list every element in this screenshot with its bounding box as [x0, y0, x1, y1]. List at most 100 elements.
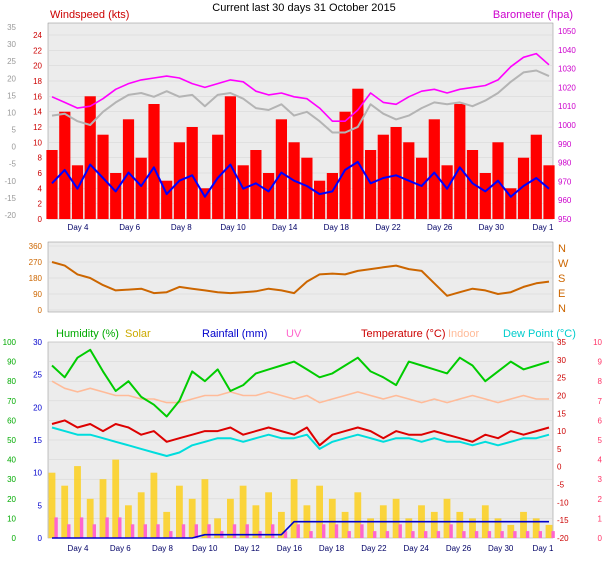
windspeed-bar	[199, 188, 211, 219]
chart-title: Current last 30 days 31 October 2015	[212, 2, 395, 14]
barometer-tick: 1010	[558, 102, 576, 111]
climate-legend: Humidity (%) Solar Rainfall (mm) UV Temp…	[56, 328, 576, 340]
rainfall-line	[52, 520, 549, 539]
temperature-line	[51, 419, 550, 447]
windspeed-bar	[46, 150, 58, 219]
uv-tick: 10	[593, 338, 602, 347]
uv-bar	[373, 531, 377, 538]
uv-bar	[79, 517, 84, 538]
humidity-line	[51, 348, 550, 418]
solar-bar	[150, 472, 158, 538]
solar-bar	[214, 518, 221, 538]
legend-humidity: Humidity (%)	[56, 328, 119, 340]
temperature-tick: -15	[557, 516, 569, 525]
uv-bar	[334, 524, 339, 538]
legend-rainfall: Rainfall (mm)	[202, 328, 267, 340]
legend-temperature: Temperature (°C)	[361, 328, 445, 340]
uv-bar	[424, 531, 428, 538]
uv-bar	[67, 524, 71, 538]
windspeed-bar	[250, 150, 262, 219]
solar-bar	[367, 518, 374, 538]
barometer-tick: 970	[558, 177, 572, 186]
windspeed-bar	[301, 157, 313, 219]
barometer-line	[51, 52, 550, 122]
wind-lines	[51, 52, 550, 198]
left-outer-tick: 20	[7, 74, 16, 83]
barometer-tick: 950	[558, 215, 572, 224]
solar-bar	[99, 479, 107, 538]
legend-uv: UV	[286, 328, 302, 340]
windspeed-bar	[314, 180, 326, 219]
legend-indoor: Indoor	[448, 328, 480, 340]
uv-bar	[245, 524, 249, 538]
panel-wind-barometer: Windspeed (kts) Barometer (hpa) 35302520…	[4, 9, 576, 232]
x-tick-label: Day 24	[404, 544, 430, 553]
windspeed-tick: 20	[33, 62, 42, 71]
temperature-tick: -20	[557, 534, 569, 543]
windspeed-bar	[428, 119, 440, 219]
windspeed-bar	[84, 96, 96, 219]
uv-bar	[525, 531, 530, 538]
temperature-tick: 5	[557, 445, 562, 454]
solar-bar	[545, 524, 553, 538]
windspeed-tick: 24	[33, 31, 42, 40]
legend-dewpoint: Dew Point (°C)	[503, 328, 576, 340]
uv-tick: 8	[598, 377, 603, 386]
compass-tick: W	[558, 258, 569, 270]
temperature-tick: -10	[557, 498, 569, 507]
uv-bar	[118, 517, 122, 538]
temperature-tick: 10	[557, 427, 566, 436]
temperature-tick: 25	[557, 374, 566, 383]
windspeed-bar	[263, 173, 275, 219]
barometer-tick: 1040	[558, 46, 576, 55]
windspeed-tick: 18	[33, 77, 42, 86]
uv-bar	[474, 531, 479, 538]
uv-bar	[322, 524, 326, 538]
uv-bar	[411, 531, 415, 538]
compass-tick: E	[558, 288, 565, 300]
barometer-tick: 1000	[558, 121, 576, 130]
rainfall-tick: 30	[33, 338, 42, 347]
solar-bar	[86, 498, 94, 538]
windspeed-bar	[224, 96, 236, 219]
uv-bar	[500, 531, 504, 538]
left-outer-tick: 0	[12, 143, 17, 152]
x-tick-label: Day 4	[68, 544, 89, 553]
uv-bar	[54, 517, 58, 538]
x-tick-label: Day 1	[533, 223, 554, 232]
direction-gridlines	[48, 245, 553, 311]
solar-bar	[469, 518, 476, 538]
uv-tick: 6	[598, 416, 603, 425]
direction-plot-area	[47, 241, 554, 313]
solar-bar	[290, 479, 298, 538]
x-tick-label: Day 6	[119, 223, 140, 232]
windspeed-label: Windspeed (kts)	[50, 9, 129, 21]
left-outer-tick: -20	[4, 211, 16, 220]
solar-bar	[252, 505, 260, 538]
rainfall-tick: 10	[33, 469, 42, 478]
solar-bar	[328, 498, 336, 538]
rainfall-tick: 25	[33, 371, 42, 380]
uv-bar	[309, 531, 313, 538]
temperature-tick: 35	[557, 338, 566, 347]
windspeed-bar	[365, 150, 377, 219]
windspeed-bar	[326, 173, 338, 219]
uv-bar	[538, 531, 542, 538]
solar-bar	[48, 472, 56, 538]
x-tick-label: Day 30	[488, 544, 514, 553]
solar-bar	[163, 511, 171, 538]
uv-bar	[296, 524, 300, 538]
uv-bar	[551, 531, 555, 538]
compass-tick: N	[558, 243, 566, 255]
x-tick-label: Day 8	[171, 223, 192, 232]
humidity-tick: 0	[12, 534, 17, 543]
windspeed-bar	[71, 165, 84, 219]
left-outer-tick: -5	[9, 160, 17, 169]
x-tick-label: Day 4	[68, 223, 89, 232]
windspeed-bar	[148, 104, 160, 219]
humidity-tick: 60	[7, 416, 16, 425]
temperature-tick: 0	[557, 463, 562, 472]
direction-degree-tick: 270	[29, 258, 43, 267]
x-tick-label: Day 26	[427, 223, 453, 232]
